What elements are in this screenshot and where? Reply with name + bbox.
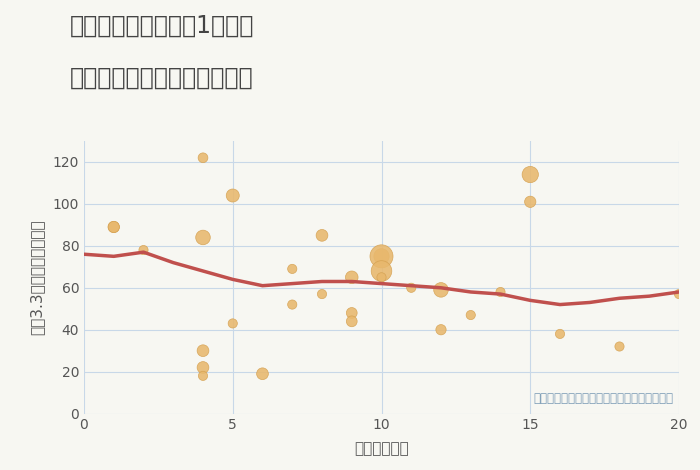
Point: [346, 309, 357, 317]
Point: [346, 318, 357, 325]
Point: [197, 372, 209, 380]
Y-axis label: 坪（3.3㎡）単価（万円）: 坪（3.3㎡）単価（万円）: [29, 219, 44, 335]
Point: [525, 198, 536, 205]
Point: [227, 320, 238, 327]
Point: [376, 274, 387, 281]
Point: [197, 364, 209, 371]
Point: [227, 192, 238, 199]
Text: 駅距離別中古マンション価格: 駅距離別中古マンション価格: [70, 65, 253, 89]
Point: [138, 246, 149, 254]
Point: [673, 290, 685, 298]
Point: [406, 284, 417, 291]
X-axis label: 駅距離（分）: 駅距離（分）: [354, 441, 409, 456]
Point: [376, 252, 387, 260]
Point: [435, 326, 447, 334]
Text: 円の大きさは、取引のあった物件面積を示す: 円の大きさは、取引のあった物件面積を示す: [533, 392, 673, 406]
Point: [346, 274, 357, 281]
Point: [316, 290, 328, 298]
Point: [525, 171, 536, 178]
Point: [287, 265, 298, 273]
Point: [316, 232, 328, 239]
Point: [465, 311, 476, 319]
Point: [614, 343, 625, 350]
Point: [376, 252, 387, 260]
Point: [376, 267, 387, 275]
Point: [257, 370, 268, 377]
Point: [108, 223, 119, 231]
Text: 三重県名張市希央台1番町の: 三重県名張市希央台1番町の: [70, 14, 254, 38]
Point: [287, 301, 298, 308]
Point: [495, 288, 506, 296]
Point: [197, 234, 209, 241]
Point: [197, 347, 209, 354]
Point: [435, 286, 447, 294]
Point: [554, 330, 566, 337]
Point: [108, 223, 119, 231]
Point: [197, 154, 209, 162]
